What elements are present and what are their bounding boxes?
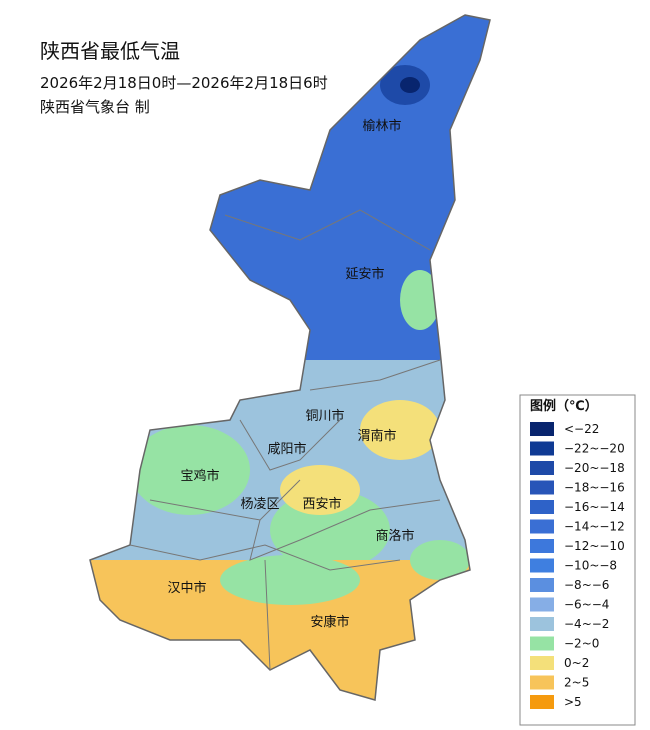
title: 陕西省最低气温 <box>40 39 180 63</box>
legend-swatch <box>530 461 554 475</box>
legend-label: −18~−16 <box>564 481 625 495</box>
legend-swatch <box>530 422 554 436</box>
city-label: 宝鸡市 <box>180 468 219 484</box>
city-label: 杨凌区 <box>240 497 279 512</box>
legend-swatch <box>530 597 554 612</box>
legend-label: −10~−8 <box>564 559 617 573</box>
city-label: 汉中市 <box>167 580 206 596</box>
legend-label: 2~5 <box>564 676 589 690</box>
city-label: 铜川市 <box>305 408 344 424</box>
city-label: 商洛市 <box>375 528 414 544</box>
province-border <box>89 14 491 701</box>
org: 陕西省气象台 制 <box>40 98 150 116</box>
city-label: 安康市 <box>310 614 349 630</box>
legend-swatch <box>530 617 554 631</box>
legend-swatch <box>530 558 554 573</box>
legend-swatch <box>530 656 554 670</box>
city-borders <box>129 209 441 671</box>
legend-swatch <box>530 539 554 553</box>
city-label: 咸阳市 <box>267 441 306 457</box>
legend-swatch <box>530 441 554 456</box>
subtitle: 2026年2月18日0时—2026年2月18日6时 <box>40 74 328 92</box>
legend-swatch <box>530 675 554 690</box>
city-label: 渭南市 <box>357 428 396 444</box>
legend-swatch <box>530 500 554 514</box>
legend-title: 图例（℃） <box>530 398 598 414</box>
legend-label: −20~−18 <box>564 461 625 475</box>
legend-label: 0~2 <box>564 656 589 670</box>
legend-label: −4~−2 <box>564 617 609 631</box>
legend-label: −6~−4 <box>564 598 609 612</box>
city-label: 西安市 <box>302 496 341 512</box>
city-label: 延安市 <box>345 266 384 282</box>
legend-label: −8~−6 <box>564 578 609 592</box>
legend-label: >5 <box>564 695 582 709</box>
legend-swatch <box>530 695 554 709</box>
legend-label: −22~−20 <box>564 442 625 456</box>
city-label: 榆林市 <box>362 118 401 134</box>
legend-swatch <box>530 480 554 495</box>
legend-label: −16~−14 <box>564 500 625 514</box>
legend-label: <−22 <box>564 422 599 436</box>
legend-label: −12~−10 <box>564 539 625 553</box>
legend-label: −14~−12 <box>564 520 625 534</box>
legend-swatch <box>530 578 554 592</box>
legend-swatch <box>530 636 554 651</box>
legend-swatch <box>530 519 554 534</box>
legend-label: −2~0 <box>564 637 599 651</box>
